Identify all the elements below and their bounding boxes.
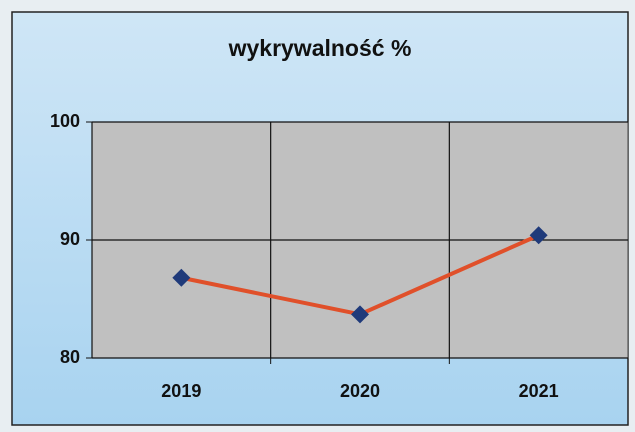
data-marker <box>351 305 369 324</box>
y-tick-label: 100 <box>50 111 80 131</box>
data-marker <box>529 226 548 245</box>
x-tick-label: 2021 <box>519 381 559 401</box>
y-tick-label: 90 <box>60 229 80 249</box>
y-tick-label: 80 <box>60 347 80 367</box>
chart-title: wykrywalność % <box>228 35 412 61</box>
x-tick-label: 2019 <box>161 381 201 401</box>
data-marker <box>172 268 191 287</box>
x-tick-label: 2020 <box>340 381 380 401</box>
